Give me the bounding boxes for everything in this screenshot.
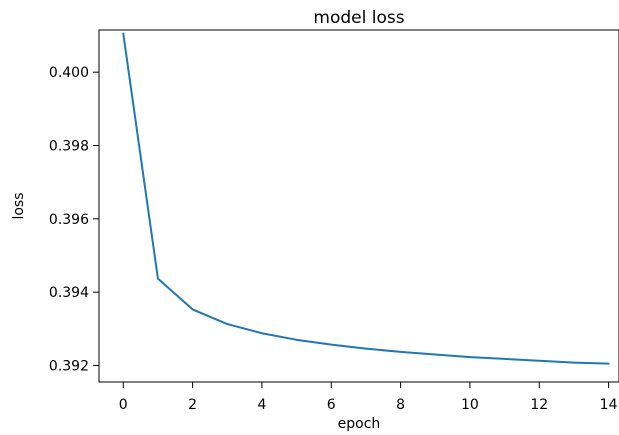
plot-frame	[98, 29, 619, 383]
plot-area: 0 2 4 6 8 10 12 14 0.392 0.394 0.396 0.398 0.400	[49, 29, 619, 413]
x-tick-label: 8	[396, 397, 405, 413]
x-axis-ticks: 0 2 4 6 8 10 12 14	[119, 382, 618, 413]
chart-title: model loss	[313, 8, 404, 28]
x-tick-label: 6	[327, 397, 336, 413]
y-tick-label: 0.394	[49, 285, 89, 301]
x-tick-label: 10	[461, 397, 479, 413]
x-tick-label: 4	[257, 397, 266, 413]
series-layer	[122, 32, 610, 365]
y-tick-label: 0.400	[49, 65, 89, 81]
y-axis-ticks: 0.392 0.394 0.396 0.398 0.400	[49, 65, 99, 375]
x-tick-label: 0	[119, 397, 128, 413]
x-axis-label: epoch	[338, 416, 381, 432]
y-axis-label: loss	[11, 192, 27, 219]
y-tick-label: 0.396	[49, 212, 89, 228]
x-tick-label: 2	[188, 397, 197, 413]
y-tick-label: 0.392	[49, 359, 89, 375]
y-tick-label: 0.398	[49, 139, 89, 155]
x-tick-label: 12	[530, 397, 548, 413]
x-tick-label: 14	[600, 397, 618, 413]
